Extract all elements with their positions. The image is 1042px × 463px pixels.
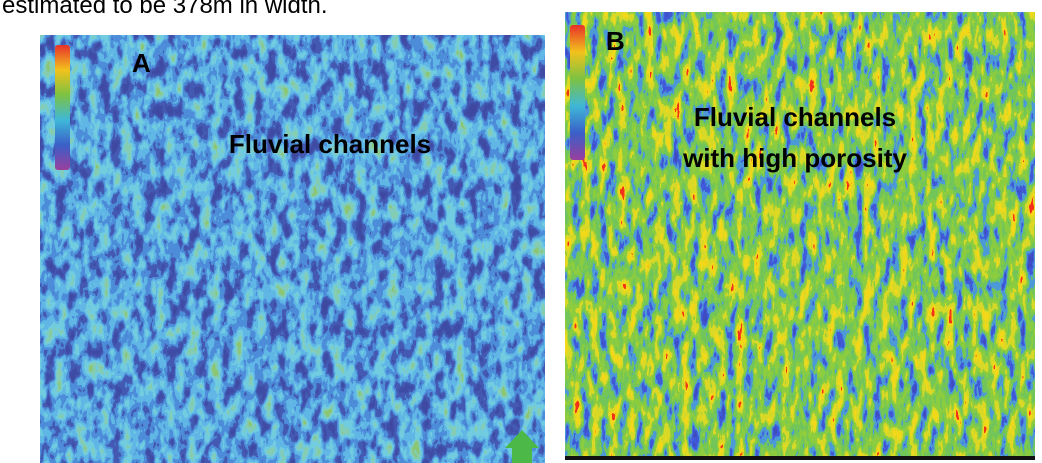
annotation: Fluvial channels — [229, 129, 431, 159]
attribute-map-b — [565, 12, 1035, 458]
panel-label: B — [606, 26, 625, 56]
attribute-map-a — [40, 35, 545, 463]
annotation: with high porosity — [682, 143, 907, 173]
annotation: Fluvial channels — [694, 102, 896, 132]
color-bar-a — [55, 45, 70, 170]
caption-fragment: estimated to be 378m in width. — [2, 0, 328, 19]
figure: estimated to be 378m in width. A Fluvial… — [0, 0, 1042, 463]
panel-label: A — [132, 48, 151, 78]
panel-b: B Fluvial channels with high porosity — [565, 12, 1035, 460]
page: {"caption_fragment": "estimated to be 37… — [0, 0, 1042, 463]
color-bar-b — [570, 25, 585, 160]
frame-bottom — [565, 456, 1035, 460]
panel-a: A Fluvial channels — [40, 35, 545, 463]
